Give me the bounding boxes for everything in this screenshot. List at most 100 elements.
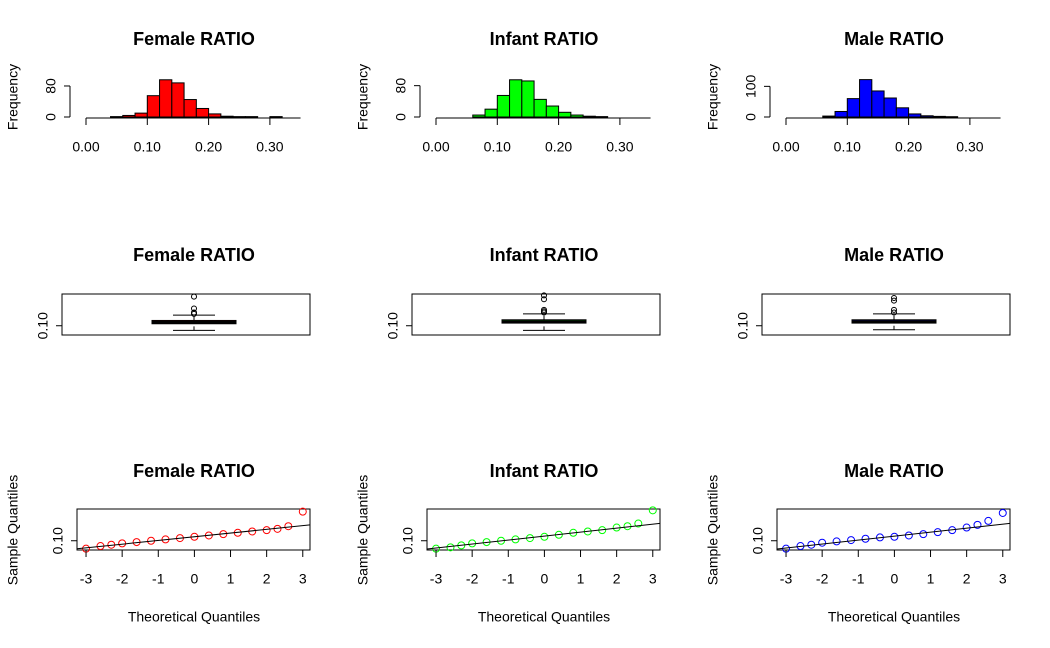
plot-frame — [426, 508, 661, 551]
point — [904, 531, 913, 540]
y-tick-label: 0.10 — [735, 312, 751, 339]
bar — [521, 80, 535, 118]
bar — [570, 114, 584, 118]
x-tick-label: 0 — [191, 571, 199, 587]
reference-line — [776, 522, 1011, 550]
x-tick-label: 3 — [999, 571, 1007, 587]
plot-frame — [411, 293, 661, 336]
x-tick-label: 0.00 — [72, 139, 99, 155]
x-tick-label: 0.10 — [484, 139, 511, 155]
bar — [533, 98, 547, 118]
y-axis-label: Sample Quantiles — [705, 475, 721, 586]
chart-title: Male RATIO — [844, 29, 944, 49]
plot-frame — [776, 508, 1011, 551]
plot-frame — [61, 293, 311, 336]
bar — [558, 111, 572, 118]
x-tick-label: 0 — [541, 571, 549, 587]
y-tick-label: 0.10 — [50, 527, 66, 554]
x-tick-label: 2 — [263, 571, 271, 587]
y-axis-label: Frequency — [355, 64, 371, 130]
bar — [122, 114, 136, 118]
chart-title: Female RATIO — [133, 29, 255, 49]
point — [298, 507, 307, 516]
bar — [208, 113, 222, 118]
bar — [545, 105, 560, 118]
x-tick-label: -3 — [430, 571, 443, 587]
y-axis-label: Frequency — [5, 64, 21, 130]
point — [634, 519, 643, 528]
chart-title: Infant RATIO — [490, 245, 599, 265]
x-tick-label: 0.20 — [545, 139, 572, 155]
x-tick-label: 2 — [613, 571, 621, 587]
y-tick-label: 0.10 — [400, 527, 416, 554]
x-tick-label: 0 — [891, 571, 899, 587]
x-tick-label: 1 — [577, 571, 585, 587]
bar — [183, 99, 197, 118]
point — [973, 520, 982, 529]
x-tick-label: 0.00 — [422, 139, 449, 155]
point — [919, 530, 928, 539]
y-tick-label: 0.10 — [385, 312, 401, 339]
outlier — [891, 306, 897, 313]
x-tick-label: -2 — [816, 571, 829, 587]
bar — [920, 115, 934, 118]
chart-title: Male RATIO — [844, 245, 944, 265]
bar — [146, 95, 161, 118]
y-tick-label: 0 — [393, 113, 409, 121]
x-tick-label: 0.30 — [956, 139, 983, 155]
plot-frame — [76, 508, 311, 551]
y-tick-label: 100 — [743, 74, 759, 98]
outlier — [891, 297, 897, 304]
bar — [509, 79, 523, 118]
x-tick-label: 0.30 — [606, 139, 633, 155]
chart-title: Female RATIO — [133, 461, 255, 481]
point — [832, 537, 841, 546]
x-tick-label: -3 — [80, 571, 93, 587]
bar — [484, 108, 498, 118]
x-tick-label: -2 — [116, 571, 129, 587]
bar — [895, 107, 910, 118]
x-tick-label: 0.10 — [834, 139, 861, 155]
bar — [171, 82, 185, 118]
point — [998, 508, 1007, 517]
outlier — [191, 309, 197, 316]
bar — [871, 90, 885, 118]
bar — [859, 79, 873, 118]
point — [623, 522, 632, 531]
point — [818, 538, 827, 547]
bar — [582, 115, 596, 118]
plot-frame — [761, 293, 1011, 336]
outlier — [541, 296, 547, 303]
x-tick-label: -2 — [466, 571, 479, 587]
y-tick-label: 0 — [43, 113, 59, 121]
y-axis-label: Sample Quantiles — [5, 475, 21, 586]
x-tick-label: -1 — [502, 571, 515, 587]
bar — [195, 107, 210, 118]
chart-title: Infant RATIO — [490, 461, 599, 481]
bar — [159, 79, 173, 118]
x-tick-label: -1 — [152, 571, 165, 587]
x-axis-label: Theoretical Quantiles — [828, 609, 960, 625]
chart-title: Infant RATIO — [490, 29, 599, 49]
reference-line — [426, 522, 661, 550]
point — [933, 528, 942, 537]
bar — [932, 115, 946, 118]
point — [847, 536, 856, 545]
point — [984, 516, 993, 525]
bar — [908, 113, 922, 118]
x-tick-label: 1 — [927, 571, 935, 587]
outlier — [541, 306, 547, 313]
x-tick-label: 2 — [963, 571, 971, 587]
x-axis-label: Theoretical Quantiles — [128, 609, 260, 625]
x-tick-label: -1 — [852, 571, 865, 587]
y-axis-label: Frequency — [705, 64, 721, 130]
outlier — [891, 309, 897, 316]
point — [262, 526, 271, 535]
y-tick-label: 80 — [393, 78, 409, 94]
bar — [220, 115, 234, 118]
reference-line — [76, 524, 311, 550]
y-tick-label: 0 — [743, 113, 759, 121]
bar — [134, 112, 148, 118]
bar — [846, 98, 861, 118]
outlier — [191, 305, 197, 312]
